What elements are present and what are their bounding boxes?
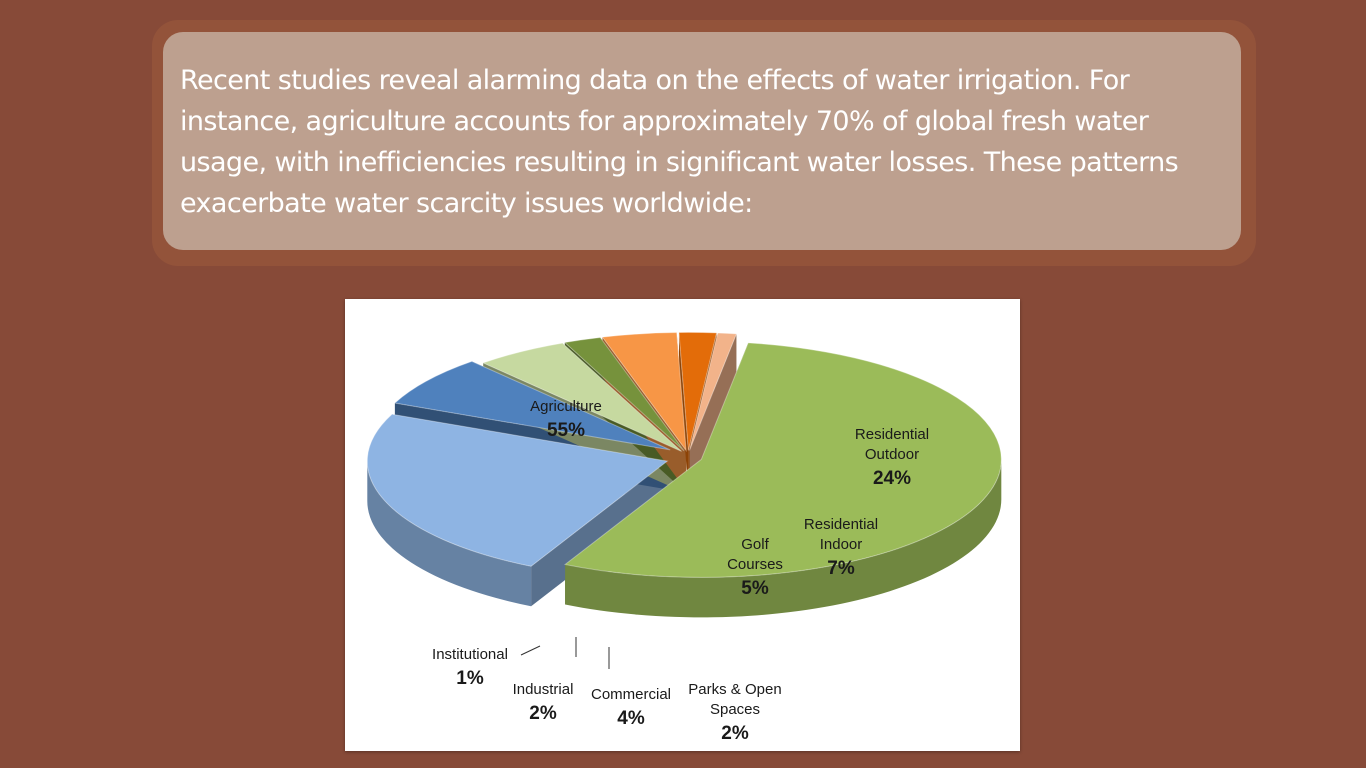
pie-top-faces	[366, 331, 1002, 578]
label-name-agriculture: Agriculture	[530, 398, 602, 415]
intro-paragraph: Recent studies reveal alarming data on t…	[180, 65, 1179, 219]
slice-industrial	[678, 331, 718, 451]
slice-outer-wall-agriculture-0	[565, 459, 1002, 618]
label-name-golf-courses: Courses	[727, 556, 783, 573]
label-name-residential-indoor: Residential	[804, 516, 878, 533]
label-name-commercial: Commercial	[591, 686, 671, 703]
slice-parks-open-spaces	[563, 336, 685, 452]
label-name-residential-outdoor: Residential	[855, 426, 929, 443]
label-value-agriculture: 55%	[547, 420, 585, 441]
label-name-industrial: Industrial	[513, 681, 574, 698]
leader-line-institutional	[520, 645, 541, 656]
slice-inner-wall-institutional-1	[689, 333, 737, 491]
label-value-industrial: 2%	[529, 703, 557, 724]
label-value-parks-open-spaces: 2%	[721, 723, 749, 744]
label-name-institutional: Institutional	[432, 646, 508, 663]
label-value-golf-courses: 5%	[741, 578, 769, 599]
label-value-institutional: 1%	[456, 668, 484, 689]
slice-commercial	[601, 332, 687, 453]
slice-residential-outdoor	[366, 413, 669, 567]
data-labels: Agriculture 55% Residential Outdoor 24% Resid…	[432, 398, 929, 744]
slice-inner-wall-industrial-0	[678, 332, 689, 491]
label-name-residential-outdoor: Outdoor	[865, 446, 919, 463]
label-name-parks-open-spaces: Spaces	[710, 701, 760, 718]
slice-agriculture	[563, 342, 1002, 578]
slice-residential-indoor	[393, 360, 671, 451]
pie-chart-card: Agriculture 55% Residential Outdoor 24% Resid…	[345, 299, 1020, 751]
label-value-residential-indoor: 7%	[827, 558, 855, 579]
slice-outer-wall-residential-outdoor-0	[367, 461, 532, 607]
label-value-residential-outdoor: 24%	[873, 468, 911, 489]
callout-box	[163, 32, 1241, 250]
label-value-commercial: 4%	[617, 708, 645, 729]
leader-lines	[520, 637, 610, 669]
label-name-residential-indoor: Indoor	[820, 536, 863, 553]
slice-golf-courses	[481, 342, 682, 452]
label-name-parks-open-spaces: Parks & Open	[688, 681, 781, 698]
pie-chart: Agriculture 55% Residential Outdoor 24% Resid…	[366, 331, 1002, 744]
label-name-golf-courses: Golf	[741, 536, 769, 553]
slice-institutional	[689, 332, 738, 451]
